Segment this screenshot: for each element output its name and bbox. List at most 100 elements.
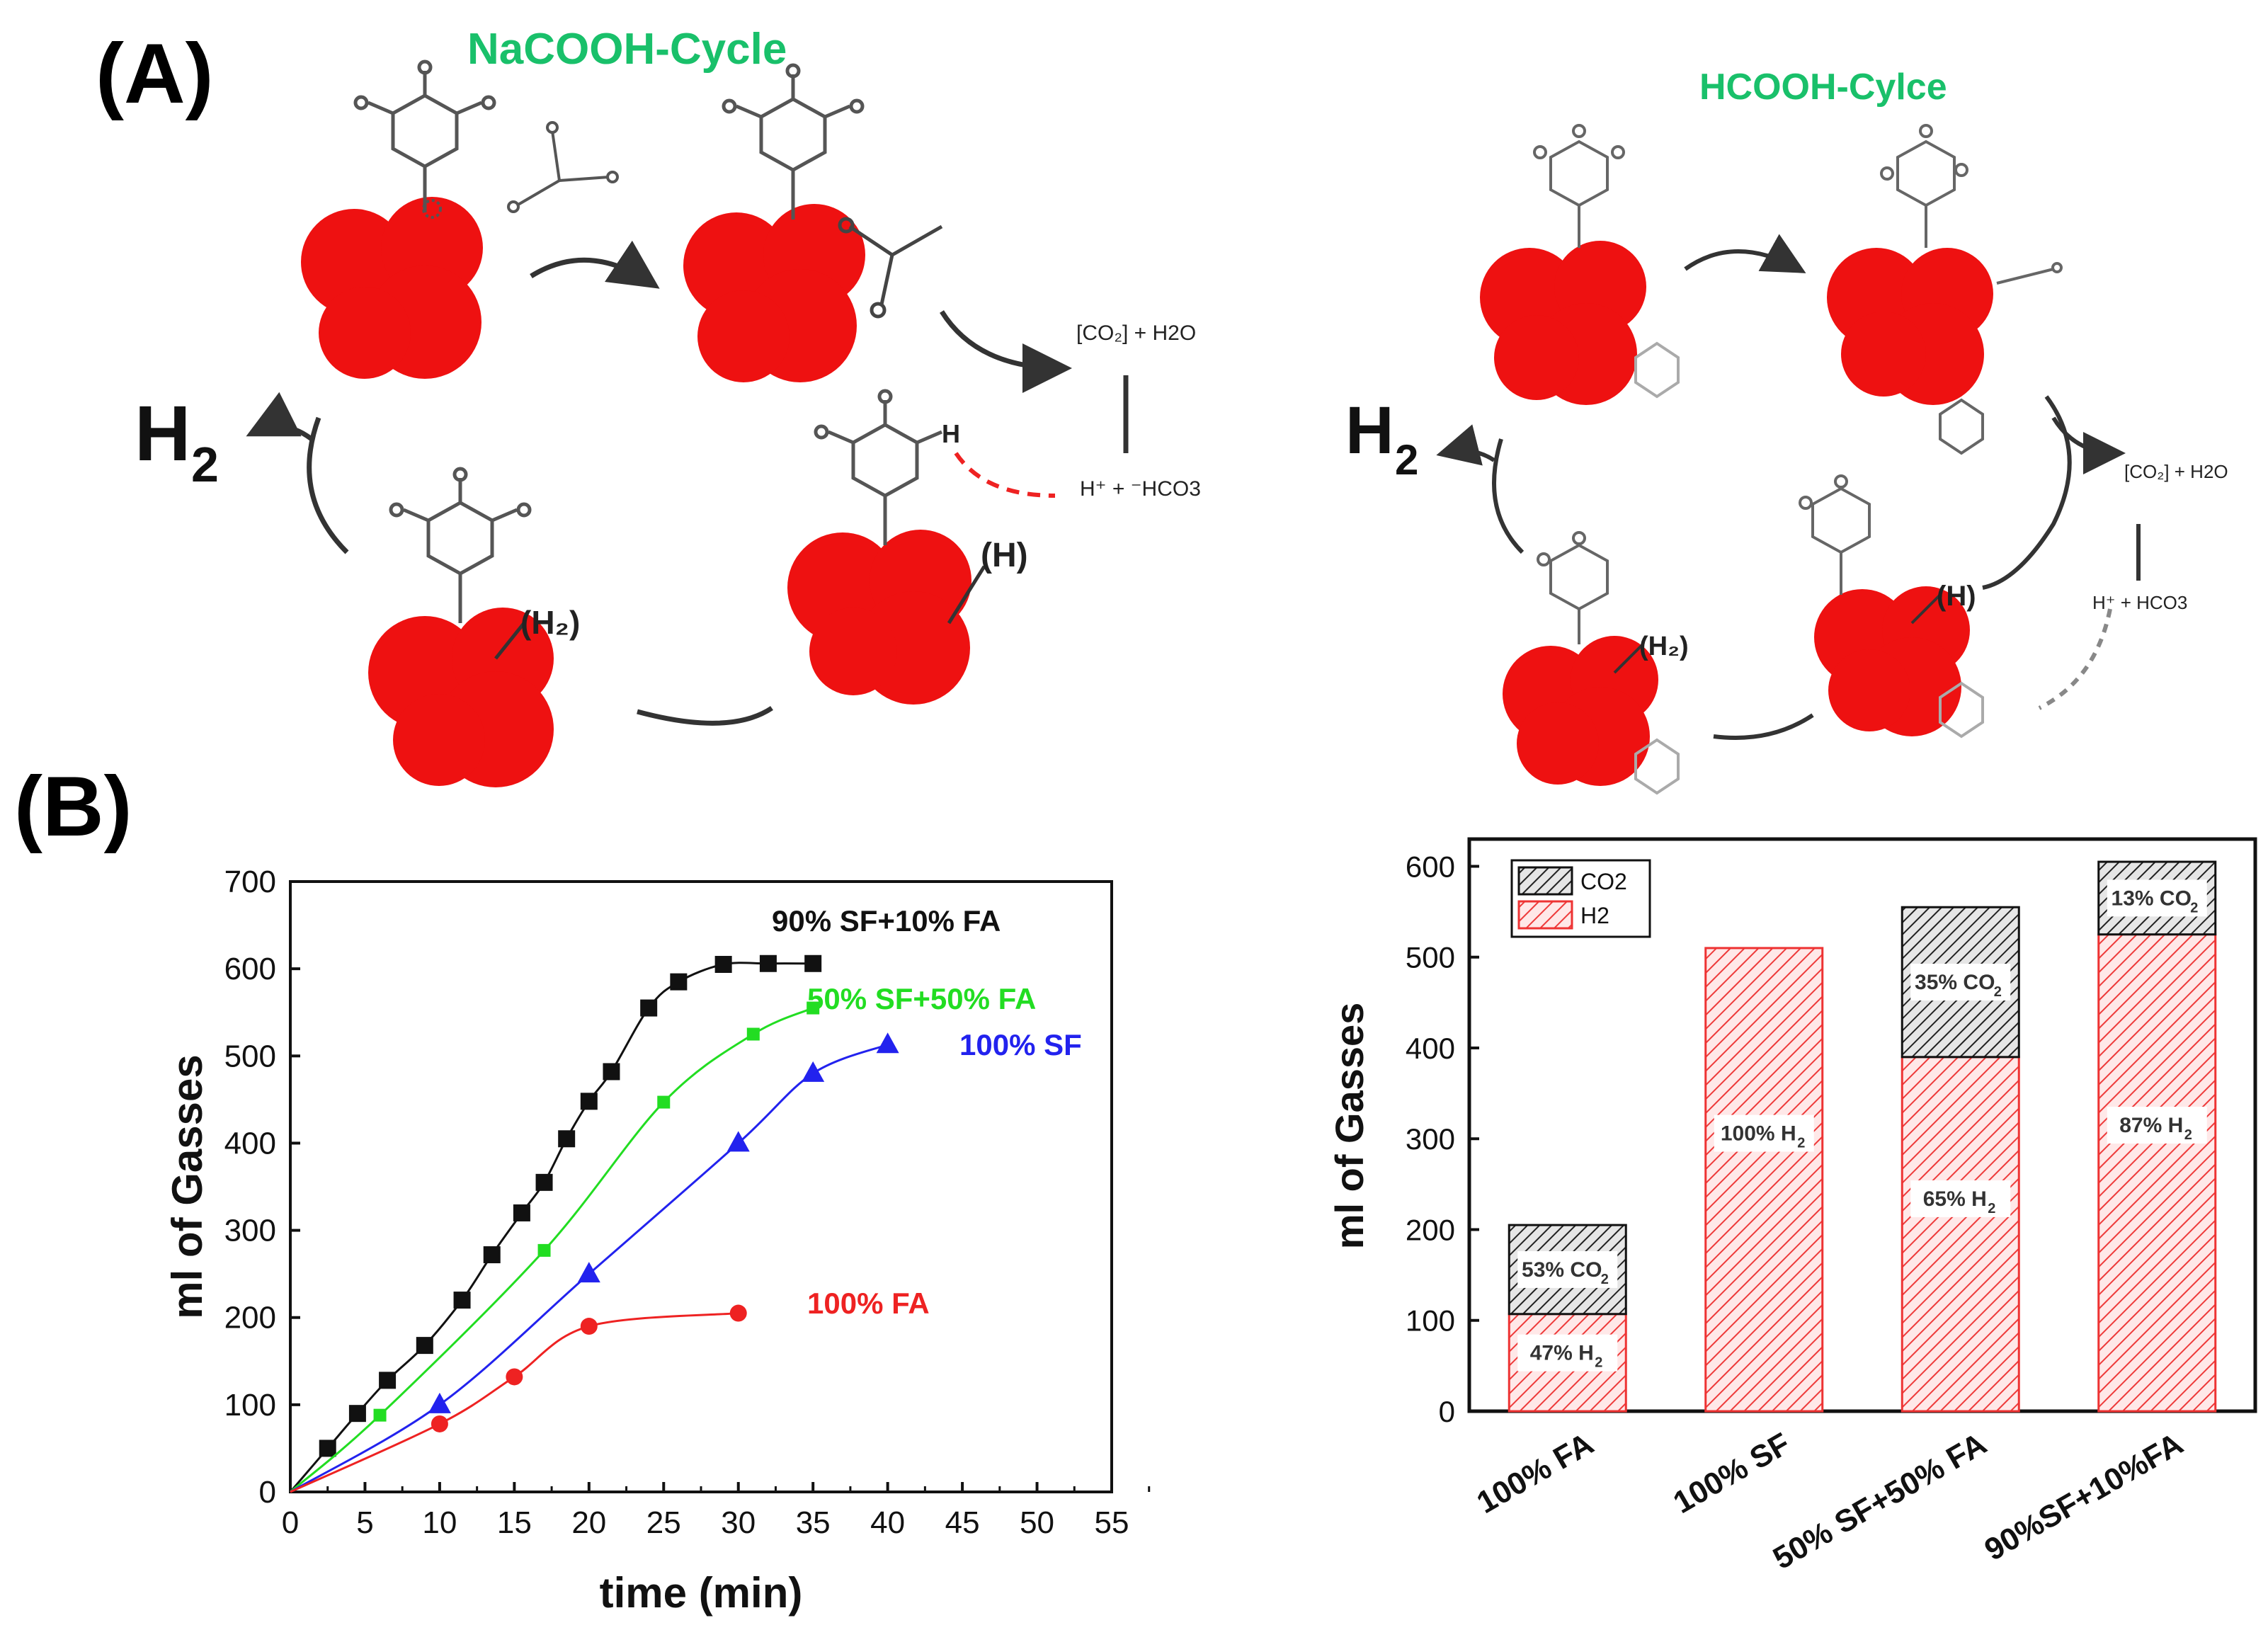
- legend-swatch-h2: [1517, 900, 1573, 930]
- data-point: [416, 1337, 433, 1355]
- x-tick-label: 5: [356, 1505, 373, 1540]
- x-tick-label: 10: [422, 1505, 457, 1540]
- h2-product-label-right: H 2: [1345, 393, 1418, 484]
- products-label-right: [CO₂] + H2O: [2124, 461, 2228, 482]
- data-point: [580, 1318, 598, 1335]
- catechol-ligand-icon-2: [722, 63, 865, 220]
- line-chart: 0 5 10 15 20 25 30 35 40 45 50 55 0 100 200 300 400 500 6…: [164, 865, 1151, 1617]
- data-label-co2: 53% CO: [1522, 1258, 1602, 1282]
- adsorbed-h2-label-right: (H₂): [1639, 632, 1689, 661]
- data-label-co2-bg: [1517, 1250, 1618, 1288]
- bar-segment-h2: [2097, 933, 2217, 1413]
- x-tick-label: 25: [646, 1505, 681, 1540]
- data-label-h2-bg: [1517, 1334, 1618, 1372]
- h-label-on-ligand: H: [942, 419, 960, 448]
- data-label-h2: 65% H: [1923, 1187, 1987, 1211]
- data-label-h2-subscript: 2: [1595, 1355, 1602, 1371]
- data-point: [759, 954, 777, 972]
- data-point: [804, 954, 822, 972]
- line-chart-x-axis: 0 5 10 15 20 25 30 35 40 45 50 55: [282, 1482, 1151, 1540]
- data-point: [453, 1292, 471, 1309]
- data-point: [577, 1262, 600, 1283]
- data-point: [726, 1131, 750, 1152]
- data-point: [802, 1061, 825, 1082]
- bar-stack-50-sf-50-fa: 65% H 235% CO2: [1901, 906, 2020, 1413]
- ions-label-right: H⁺ + HCO3: [2092, 592, 2187, 613]
- data-point: [746, 1027, 760, 1041]
- cycle-arrows-right: [1436, 234, 2141, 740]
- x-tick-label: 50: [1020, 1505, 1054, 1540]
- adsorbed-h-label-right: (H): [1937, 581, 1976, 612]
- y-tick-label: 200: [224, 1301, 276, 1335]
- data-point: [729, 1304, 747, 1322]
- data-point: [876, 1032, 899, 1054]
- series-label-100-fa: 100% FA: [807, 1287, 930, 1320]
- data-label-h2-bg: [1714, 1115, 1814, 1152]
- y-tick-label: 0: [1439, 1395, 1455, 1428]
- data-point: [319, 1440, 336, 1457]
- y-tick-label: 100: [224, 1388, 276, 1423]
- catechol-ligand-icon-4: [389, 467, 532, 660]
- nanoparticle-cluster-6: [1827, 248, 1993, 405]
- x-tick-label: 40: [870, 1505, 905, 1540]
- legend-label-h2: H2: [1580, 903, 1609, 928]
- nacooh-cycle-title: NaCOOH-Cycle: [467, 25, 787, 74]
- data-label-co2-subscript: 2: [1994, 984, 2002, 1000]
- data-point: [513, 1204, 530, 1221]
- x-tick-label: 100% FA: [1471, 1426, 1600, 1520]
- series-label-90-sf-10-fa: 90% SF+10% FA: [772, 904, 1001, 937]
- y-tick-label: 400: [1406, 1032, 1455, 1065]
- series-50-sf-50-fa: [290, 1001, 820, 1493]
- x-tick-label: 0: [282, 1505, 299, 1540]
- series-label-50-sf-50-fa: 50% SF+50% FA: [807, 982, 1036, 1015]
- series-label-100-sf: 100% SF: [959, 1028, 1082, 1061]
- data-label-h2: 47% H: [1530, 1342, 1594, 1365]
- y-tick-label: 500: [1406, 941, 1455, 974]
- x-tick-label: 30: [721, 1505, 756, 1540]
- bar-chart-plot-area: [1467, 837, 2257, 1413]
- nanoparticle-cluster-4: [368, 608, 554, 787]
- data-label-h2: 100% H: [1721, 1122, 1796, 1146]
- data-point: [535, 1173, 553, 1191]
- bar-stack-90-sf-10-fa: 87% H 213% CO2: [2097, 860, 2217, 1413]
- x-tick-label: 35: [796, 1505, 831, 1540]
- y-tick-label: 300: [224, 1214, 276, 1248]
- nanoparticle-cluster-3: [787, 530, 971, 705]
- legend-label-co2: CO2: [1580, 869, 1627, 894]
- data-point: [670, 973, 688, 991]
- nanoparticle-cluster-7: [1814, 586, 1970, 736]
- catechol-ligand-icon-5: [1533, 124, 1680, 399]
- adsorbed-h2-label-left: (H₂): [520, 604, 580, 641]
- legend-swatch-co2: [1517, 866, 1573, 896]
- data-point: [506, 1368, 523, 1386]
- data-point: [807, 1001, 820, 1015]
- svg-text:H: H: [135, 390, 190, 477]
- data-point: [580, 1093, 598, 1110]
- catechol-ligand-icon-1: [353, 59, 496, 212]
- data-label-co2-subscript: 2: [1601, 1272, 1609, 1287]
- data-label-co2: 35% CO: [1915, 971, 1995, 994]
- x-tick-label: 45: [945, 1505, 980, 1540]
- data-point: [657, 1095, 671, 1109]
- data-point: [603, 1063, 620, 1081]
- catechol-ligand-icon-8: [1537, 531, 1680, 795]
- catechol-ligand-icon-3: [814, 389, 986, 625]
- line-chart-x-axis-label: time (min): [600, 1569, 803, 1617]
- data-point: [431, 1415, 448, 1432]
- x-tick-label: 20: [571, 1505, 606, 1540]
- h2-product-label-left: H 2: [135, 390, 219, 492]
- panel-label-b: (B): [14, 759, 132, 854]
- line-chart-y-axis: 0 100 200 300 400 500 600 700: [224, 865, 300, 1510]
- data-label-co2-bg: [1910, 964, 2011, 1001]
- formate-molecule-icon-1: [507, 121, 619, 213]
- data-point: [428, 1392, 451, 1413]
- data-label-h2-subscript: 2: [1797, 1136, 1805, 1151]
- data-label-co2-bg: [2107, 879, 2207, 917]
- data-point: [537, 1243, 551, 1257]
- bar-segment-h2: [1901, 1056, 2020, 1413]
